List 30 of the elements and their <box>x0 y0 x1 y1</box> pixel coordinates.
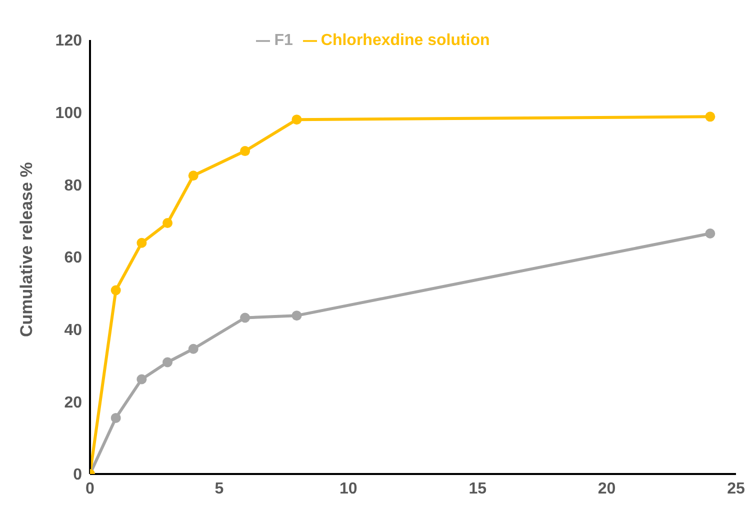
x-tick-label: 5 <box>214 480 224 498</box>
y-tick-label: 60 <box>64 250 82 267</box>
y-tick-label: 100 <box>55 105 82 122</box>
point <box>162 218 173 228</box>
point <box>292 114 302 125</box>
point <box>110 285 121 296</box>
point <box>162 357 173 368</box>
x-tick-label: 25 <box>727 480 745 498</box>
point <box>188 170 198 181</box>
point <box>136 238 147 248</box>
x-tick-label: 20 <box>598 480 616 498</box>
point <box>110 412 121 423</box>
point <box>136 374 147 384</box>
legend-label: F1 <box>274 32 293 49</box>
x-tick-label: 0 <box>86 480 95 498</box>
y-tick-label: 120 <box>55 32 82 50</box>
point <box>705 112 716 122</box>
x-tick-label: 10 <box>340 480 358 498</box>
y-tick-label: 0 <box>73 466 82 484</box>
point <box>240 146 250 156</box>
point <box>188 344 198 354</box>
point <box>705 228 716 238</box>
point <box>240 312 250 323</box>
legend-label: Chlorhexdine solution <box>320 32 490 49</box>
x-tick-label: 15 <box>468 480 487 498</box>
y-tick-label: 80 <box>64 177 82 194</box>
y-tick-label: 20 <box>64 394 82 412</box>
y-tick-label: 40 <box>64 322 82 340</box>
y-axis-title: Cumulative release % <box>17 162 36 337</box>
point <box>292 310 302 321</box>
